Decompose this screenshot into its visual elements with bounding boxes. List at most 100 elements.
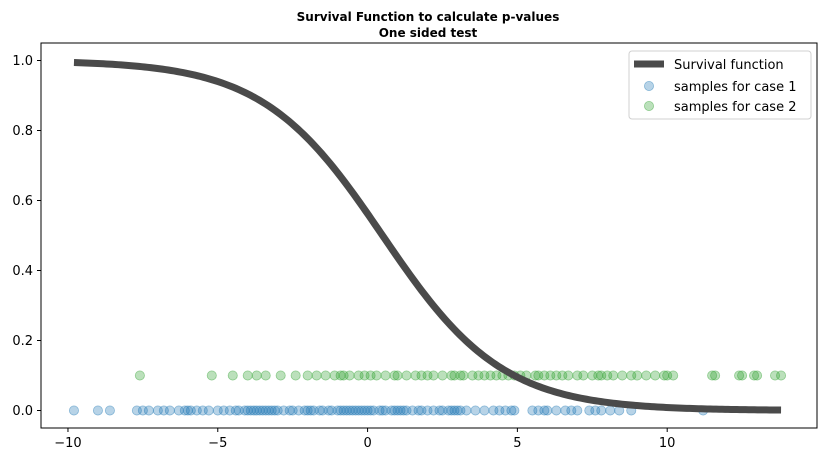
scatter-point (428, 405, 439, 416)
scatter-point (173, 405, 184, 416)
scatter-point (551, 370, 562, 381)
scatter-point (509, 405, 520, 416)
scatter-point (407, 405, 418, 416)
scatter-point (287, 405, 298, 416)
scatter-point (659, 370, 670, 381)
scatter-point (596, 405, 607, 416)
scatter-point (254, 405, 265, 416)
scatter-point (251, 405, 262, 416)
scatter-point (434, 405, 445, 416)
scatter-point (308, 405, 319, 416)
scatter-point (452, 405, 463, 416)
scatter-point (143, 405, 154, 416)
scatter-point (470, 405, 481, 416)
scatter-point (185, 405, 196, 416)
scatter-point (734, 370, 745, 381)
scatter-point (353, 370, 364, 381)
scatter-point (572, 370, 583, 381)
scatter-point (449, 370, 460, 381)
axes-frame (40, 42, 818, 429)
legend-label-series-2: samples for case 2 (674, 100, 796, 115)
scatter-point (458, 370, 469, 381)
scatter-point (422, 405, 433, 416)
chart-title: Survival Function to calculate p-values (297, 10, 560, 24)
scatter-point (335, 370, 346, 381)
scatter-point (365, 405, 376, 416)
x-tick-label: 5 (513, 436, 521, 451)
y-tick-label: 0.8 (12, 124, 33, 139)
scatter-point (368, 405, 379, 416)
scatter-series-1 (68, 405, 709, 416)
scatter-point (485, 370, 496, 381)
y-tick-label: 1.0 (12, 54, 33, 69)
x-tick-label: −5 (208, 436, 227, 451)
scatter-point (560, 405, 571, 416)
scatter-point (479, 405, 490, 416)
scatter-point (662, 370, 673, 381)
scatter-point (491, 370, 502, 381)
scatter-point (446, 405, 457, 416)
scatter-point (539, 405, 550, 416)
scatter-point (356, 405, 367, 416)
scatter-point (260, 370, 271, 381)
scatter-point (443, 405, 454, 416)
scatter-point (371, 370, 382, 381)
scatter-series-2 (134, 370, 787, 381)
scatter-point (626, 370, 637, 381)
scatter-point (590, 405, 601, 416)
y-tick-label: 0.0 (12, 404, 33, 419)
scatter-point (338, 370, 349, 381)
scatter-point (455, 370, 466, 381)
scatter-point (239, 405, 250, 416)
x-tick-label: −10 (54, 436, 81, 451)
legend-swatch-series-2 (644, 101, 655, 112)
scatter-point (416, 370, 427, 381)
scatter-point (272, 405, 283, 416)
scatter-point (257, 405, 268, 416)
scatter-point (206, 370, 217, 381)
scatter-point (770, 370, 781, 381)
scatter-point (350, 405, 361, 416)
scatter-point (398, 405, 409, 416)
scatter-point (392, 370, 403, 381)
scatter-point (335, 405, 346, 416)
scatter-point (479, 370, 490, 381)
scatter-point (542, 405, 553, 416)
scatter-point (341, 405, 352, 416)
scatter-point (494, 405, 505, 416)
scatter-point (533, 405, 544, 416)
scatter-point (389, 370, 400, 381)
scatter-point (314, 405, 325, 416)
x-tick-label: 0 (363, 436, 371, 451)
scatter-point (152, 405, 163, 416)
scatter-point (242, 405, 253, 416)
scatter-point (539, 370, 550, 381)
scatter-point (263, 405, 274, 416)
plot-area: −10 −5 0 5 10 0.0 0.2 0.4 0.6 0.8 1.0 (12, 42, 818, 451)
scatter-point (278, 405, 289, 416)
scatter-point (428, 370, 439, 381)
scatter-point (737, 370, 748, 381)
scatter-point (533, 370, 544, 381)
scatter-point (290, 370, 301, 381)
scatter-point (566, 405, 577, 416)
scatter-point (446, 370, 457, 381)
scatter-point (707, 370, 718, 381)
scatter-point (605, 405, 616, 416)
scatter-point (545, 370, 556, 381)
scatter-point (437, 405, 448, 416)
scatter-point (500, 405, 511, 416)
scatter-point (401, 405, 412, 416)
scatter-point (326, 405, 337, 416)
scatter-point (299, 405, 310, 416)
scatter-point (248, 405, 259, 416)
scatter-point (380, 370, 391, 381)
scatter-point (410, 370, 421, 381)
scatter-point (593, 370, 604, 381)
scatter-point (137, 405, 148, 416)
scatter-point (230, 405, 241, 416)
scatter-point (578, 370, 589, 381)
scatter-point (182, 405, 193, 416)
scatter-point (227, 370, 238, 381)
scatter-point (530, 370, 541, 381)
